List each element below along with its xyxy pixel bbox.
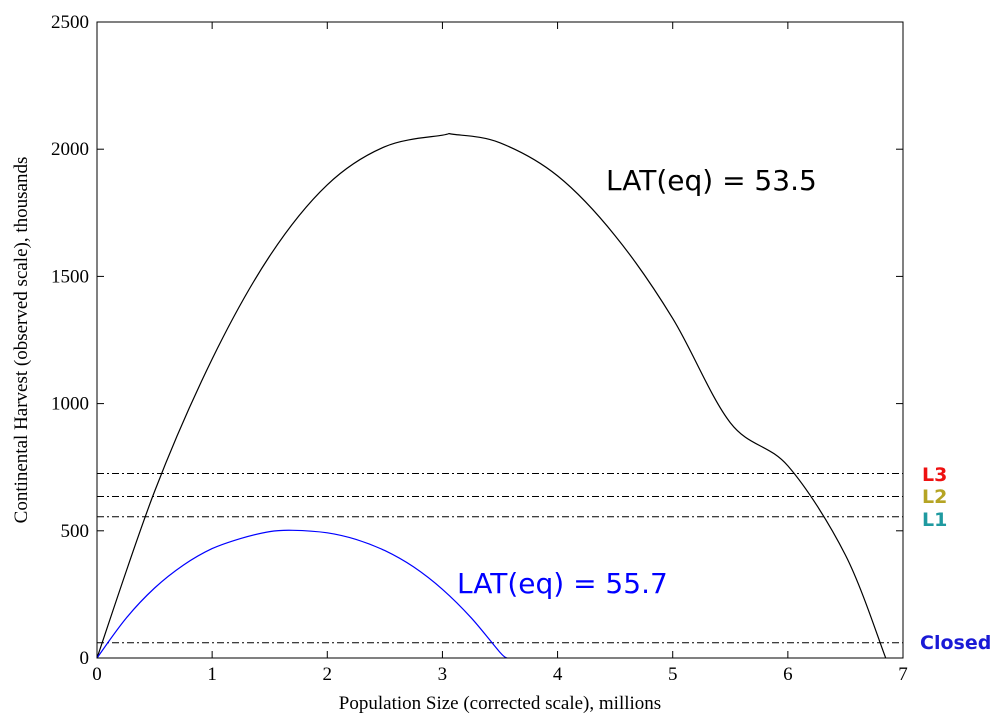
x-tick-label-6: 6 xyxy=(783,664,793,685)
y-tick-label-1: 500 xyxy=(61,521,90,542)
series-line-0 xyxy=(96,132,887,659)
plot-frame xyxy=(96,21,904,659)
y-tick-label-2: 1000 xyxy=(51,394,89,415)
series-line-1 xyxy=(96,529,508,659)
level-label-l2: L2 xyxy=(922,486,947,508)
level-label-closed: Closed xyxy=(920,632,991,654)
x-tick-label-2: 2 xyxy=(323,664,333,685)
y-tick-label-0: 0 xyxy=(80,648,90,669)
x-tick-label-7: 7 xyxy=(898,664,908,685)
x-tick-label-3: 3 xyxy=(438,664,448,685)
annotation-lat-53-5: LAT(eq) = 53.5 xyxy=(606,164,817,197)
x-tick-label-4: 4 xyxy=(553,664,563,685)
y-tick-label-3: 1500 xyxy=(51,266,89,287)
x-axis-label: Population Size (corrected scale), milli… xyxy=(339,693,661,714)
y-axis-label: Continental Harvest (observed scale), th… xyxy=(11,157,32,524)
annotation-lat-55-7: LAT(eq) = 55.7 xyxy=(457,567,668,600)
x-tick-label-5: 5 xyxy=(668,664,678,685)
y-tick-label-4: 2000 xyxy=(51,139,89,160)
x-tick-label-0: 0 xyxy=(92,664,102,685)
y-tick-label-5: 2500 xyxy=(51,12,89,33)
level-label-l3: L3 xyxy=(922,464,947,486)
x-tick-label-1: 1 xyxy=(207,664,217,685)
level-label-l1: L1 xyxy=(922,509,947,531)
